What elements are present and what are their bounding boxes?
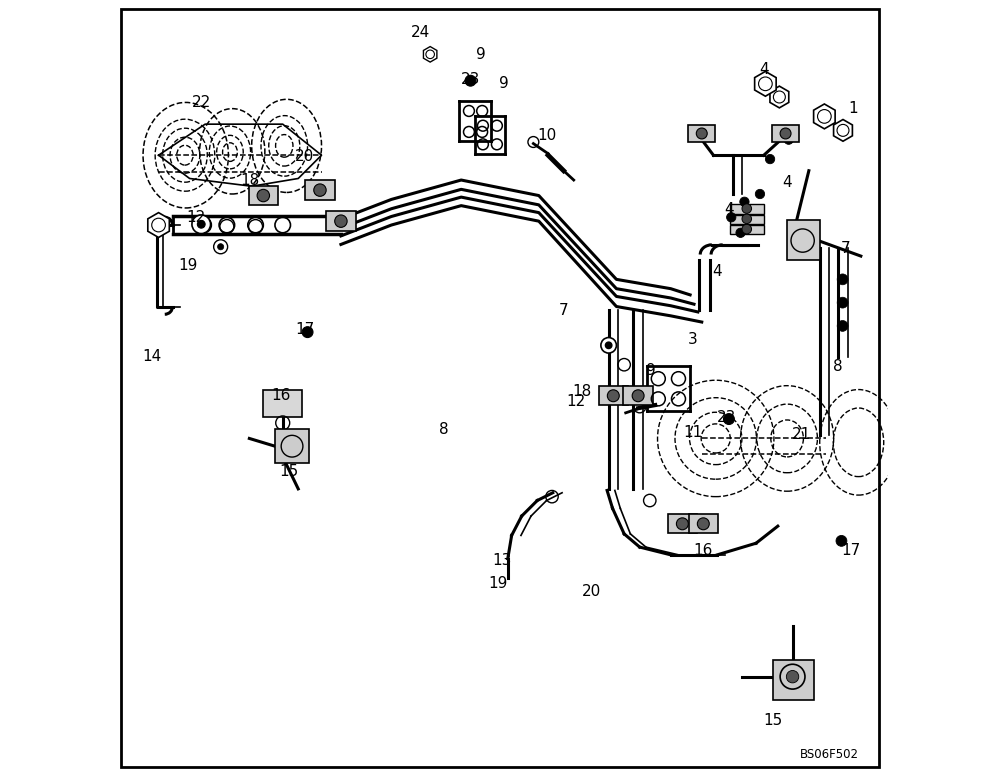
Text: 23: 23	[717, 410, 736, 425]
Circle shape	[837, 297, 848, 308]
Circle shape	[736, 228, 745, 237]
Circle shape	[257, 189, 270, 202]
Circle shape	[727, 213, 736, 222]
Text: 17: 17	[295, 322, 314, 338]
Circle shape	[742, 224, 752, 234]
Bar	[305, 180, 335, 199]
Text: 13: 13	[492, 553, 511, 568]
Text: 15: 15	[764, 712, 783, 728]
Text: 12: 12	[566, 394, 586, 410]
Bar	[275, 429, 309, 463]
Text: 17: 17	[841, 543, 860, 559]
Text: 18: 18	[572, 384, 591, 400]
Circle shape	[723, 414, 734, 424]
Circle shape	[314, 184, 326, 196]
Circle shape	[601, 338, 616, 353]
Circle shape	[765, 154, 775, 164]
Circle shape	[676, 518, 688, 530]
Circle shape	[784, 135, 793, 144]
Text: 3: 3	[688, 332, 697, 348]
Text: 4: 4	[782, 175, 792, 190]
Circle shape	[192, 215, 211, 234]
Bar	[772, 125, 799, 142]
Bar	[730, 215, 764, 224]
Text: 20: 20	[582, 584, 601, 599]
Circle shape	[837, 274, 848, 285]
Text: 8: 8	[439, 421, 449, 437]
Text: 21: 21	[791, 427, 811, 442]
Bar	[773, 660, 814, 700]
Text: 9: 9	[646, 362, 656, 378]
Bar	[326, 212, 356, 231]
Text: 8: 8	[833, 359, 842, 374]
Text: 9: 9	[476, 47, 485, 62]
Bar	[787, 220, 820, 260]
Bar	[688, 125, 715, 142]
Circle shape	[302, 327, 313, 338]
Bar	[730, 204, 764, 213]
Text: 14: 14	[143, 349, 162, 365]
Bar	[623, 386, 653, 405]
Text: 18: 18	[241, 172, 260, 188]
Text: 4: 4	[759, 62, 769, 78]
Circle shape	[335, 215, 347, 227]
Circle shape	[606, 342, 612, 348]
Text: 23: 23	[461, 71, 480, 87]
Bar	[599, 386, 628, 405]
Text: 11: 11	[683, 424, 702, 440]
Bar	[668, 514, 697, 533]
Circle shape	[740, 197, 749, 206]
Text: 16: 16	[271, 388, 291, 404]
Text: BS06F502: BS06F502	[800, 748, 859, 760]
Text: 20: 20	[295, 149, 314, 165]
Circle shape	[214, 240, 228, 254]
Text: 7: 7	[559, 303, 568, 318]
Text: 15: 15	[279, 464, 299, 480]
Circle shape	[837, 320, 848, 331]
Circle shape	[742, 204, 752, 213]
Circle shape	[755, 189, 765, 199]
Circle shape	[780, 128, 791, 139]
Bar	[689, 514, 718, 533]
Text: 19: 19	[178, 258, 198, 273]
Circle shape	[836, 535, 847, 546]
Text: 22: 22	[192, 95, 211, 110]
Text: 16: 16	[694, 543, 713, 559]
Text: 1: 1	[848, 101, 858, 116]
Text: 19: 19	[489, 576, 508, 591]
Circle shape	[607, 390, 619, 402]
Circle shape	[742, 214, 752, 223]
Circle shape	[197, 220, 205, 228]
Text: 4: 4	[724, 202, 734, 217]
Text: 9: 9	[499, 75, 509, 91]
Circle shape	[697, 518, 709, 530]
Circle shape	[218, 244, 224, 250]
Text: 12: 12	[186, 210, 205, 225]
Bar	[730, 225, 764, 234]
Bar	[249, 185, 278, 205]
Circle shape	[786, 670, 799, 683]
Circle shape	[696, 128, 707, 139]
Text: 7: 7	[841, 241, 850, 256]
Circle shape	[632, 390, 644, 402]
Text: 24: 24	[411, 25, 430, 40]
Text: 4: 4	[712, 264, 722, 279]
Circle shape	[465, 75, 476, 86]
Bar	[263, 390, 302, 417]
Text: 10: 10	[537, 128, 556, 144]
